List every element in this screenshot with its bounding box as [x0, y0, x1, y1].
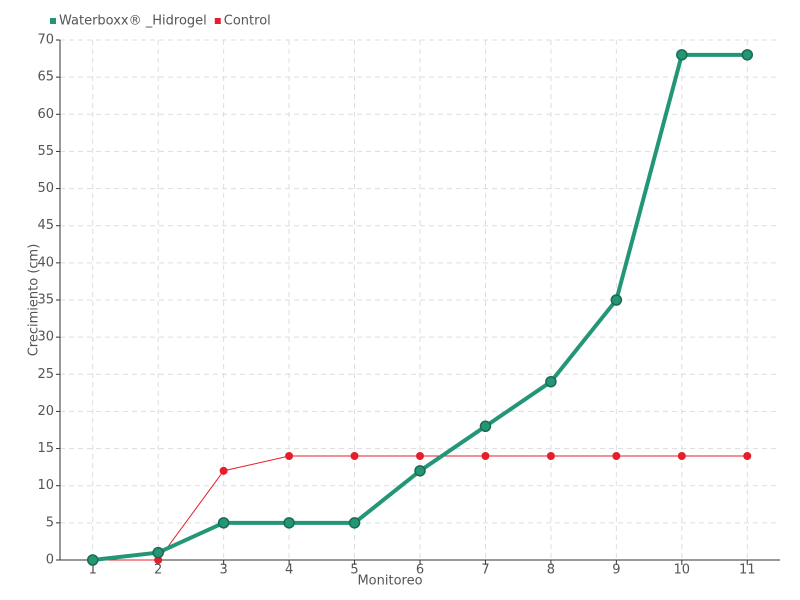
- legend-label: Waterboxx® _Hidrogel: [59, 14, 207, 29]
- x-tick-label: 7: [481, 563, 489, 578]
- data-point: [743, 452, 752, 460]
- data-point: [217, 517, 230, 529]
- x-tick-label: 2: [154, 563, 162, 578]
- data-point: [545, 375, 557, 388]
- data-point: [348, 517, 361, 529]
- x-tick-label: 3: [219, 563, 227, 578]
- x-axis-label: Monitoreo: [357, 574, 422, 589]
- data-point: [741, 49, 754, 61]
- data-point: [481, 452, 490, 460]
- x-tick-label: 4: [285, 563, 293, 578]
- data-point: [677, 452, 686, 460]
- y-tick-label: 15: [37, 441, 54, 456]
- data-point: [546, 452, 555, 460]
- data-point: [414, 465, 426, 477]
- x-tick-label: 8: [547, 563, 555, 578]
- y-tick-label: 5: [46, 515, 54, 530]
- legend-swatch: [214, 18, 221, 24]
- data-point: [612, 452, 621, 460]
- data-point: [285, 452, 294, 460]
- y-tick-label: 60: [37, 107, 54, 122]
- y-tick-label: 70: [37, 33, 54, 48]
- y-tick-label: 55: [37, 144, 54, 159]
- data-point: [416, 452, 424, 460]
- y-tick-label: 25: [37, 367, 54, 382]
- y-tick-label: 0: [46, 553, 54, 568]
- data-point: [154, 556, 163, 564]
- legend-swatch: [50, 18, 56, 24]
- x-tick-label: 6: [416, 563, 424, 578]
- x-tick-label: 5: [350, 563, 358, 578]
- y-tick-label: 20: [37, 404, 54, 419]
- x-tick-label: 10: [674, 563, 691, 578]
- y-tick-label: 10: [37, 478, 54, 493]
- data-point: [350, 452, 359, 460]
- data-point: [283, 517, 295, 529]
- x-tick-label: 1: [89, 563, 97, 578]
- y-tick-label: 30: [37, 330, 54, 345]
- legend-label: Control: [224, 14, 271, 29]
- data-point: [86, 554, 99, 566]
- y-tick-label: 50: [37, 181, 54, 196]
- y-tick-label: 35: [37, 293, 54, 308]
- data-point: [479, 420, 492, 433]
- y-axis-label: Crecimiento (cm): [27, 244, 42, 357]
- data-point: [676, 49, 688, 61]
- data-point: [610, 294, 623, 306]
- data-point: [152, 546, 164, 559]
- y-tick-label: 40: [37, 255, 54, 270]
- x-tick-label: 11: [739, 563, 756, 578]
- data-point: [219, 466, 228, 475]
- y-tick-label: 65: [37, 70, 54, 85]
- y-tick-label: 45: [37, 218, 54, 233]
- x-tick-label: 9: [612, 563, 620, 578]
